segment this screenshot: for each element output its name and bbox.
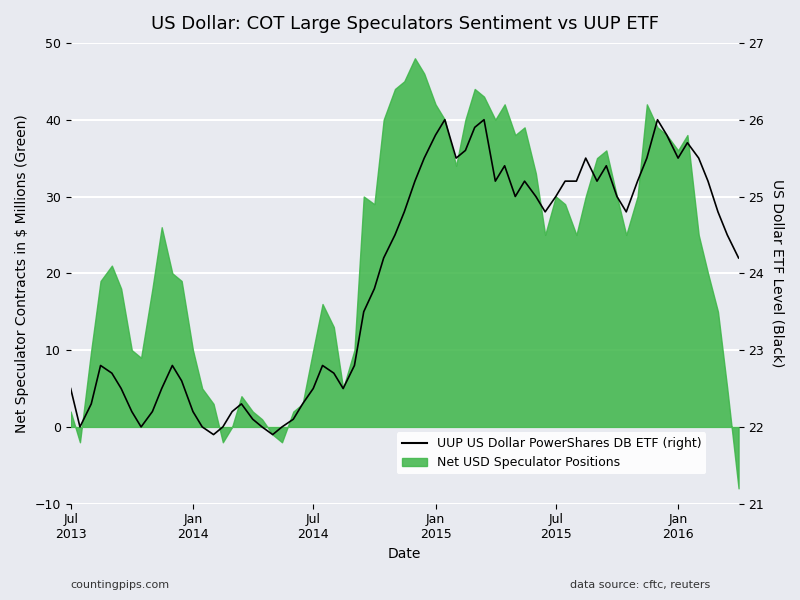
Title: US Dollar: COT Large Speculators Sentiment vs UUP ETF: US Dollar: COT Large Speculators Sentime…: [150, 15, 658, 33]
Legend: UUP US Dollar PowerShares DB ETF (right), Net USD Speculator Positions: UUP US Dollar PowerShares DB ETF (right)…: [397, 432, 706, 475]
Text: data source: cftc, reuters: data source: cftc, reuters: [570, 580, 710, 590]
Y-axis label: Net Speculator Contracts in $ Millions (Green): Net Speculator Contracts in $ Millions (…: [15, 114, 29, 433]
Text: countingpips.com: countingpips.com: [70, 580, 170, 590]
X-axis label: Date: Date: [388, 547, 422, 561]
Y-axis label: US Dollar ETF Level (Black): US Dollar ETF Level (Black): [771, 179, 785, 367]
